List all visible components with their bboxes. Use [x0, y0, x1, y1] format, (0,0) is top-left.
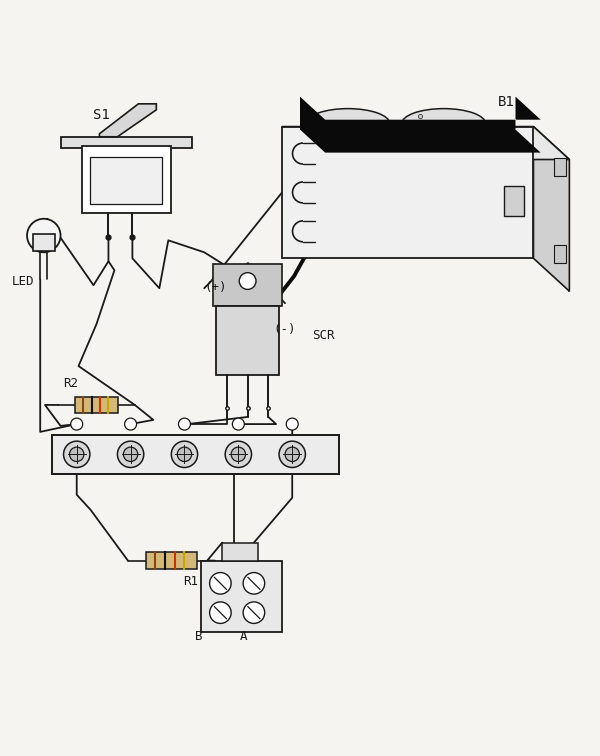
Bar — [146, 552, 197, 569]
Bar — [216, 306, 279, 375]
Circle shape — [279, 442, 305, 467]
Circle shape — [232, 418, 244, 430]
Ellipse shape — [402, 109, 485, 138]
Bar — [503, 187, 524, 216]
Circle shape — [118, 442, 144, 467]
Text: R2: R2 — [64, 377, 79, 390]
Circle shape — [171, 442, 197, 467]
Polygon shape — [300, 97, 541, 153]
Text: (+): (+) — [204, 281, 227, 294]
Circle shape — [177, 447, 191, 461]
Circle shape — [27, 218, 61, 253]
Circle shape — [286, 418, 298, 430]
Bar — [222, 543, 258, 561]
Ellipse shape — [306, 109, 390, 138]
Bar — [554, 158, 566, 176]
Bar — [52, 435, 339, 474]
Text: B1: B1 — [497, 94, 514, 109]
Circle shape — [239, 273, 256, 290]
Circle shape — [225, 442, 251, 467]
Text: (-): (-) — [273, 323, 296, 336]
Circle shape — [243, 602, 265, 624]
Bar — [91, 156, 163, 204]
Circle shape — [285, 447, 299, 461]
Bar — [554, 245, 566, 263]
Circle shape — [209, 572, 231, 594]
Polygon shape — [100, 104, 157, 137]
Circle shape — [209, 602, 231, 624]
Bar — [75, 397, 118, 413]
Circle shape — [64, 442, 90, 467]
Circle shape — [178, 418, 190, 430]
Text: R1: R1 — [183, 575, 198, 587]
Polygon shape — [533, 126, 569, 291]
Text: S1: S1 — [94, 108, 110, 122]
Polygon shape — [282, 126, 569, 160]
Circle shape — [124, 447, 138, 461]
Text: SCR: SCR — [312, 329, 334, 342]
Text: LED: LED — [11, 275, 34, 288]
Bar — [282, 126, 533, 259]
Bar — [33, 234, 55, 251]
Text: A: A — [240, 631, 248, 643]
Circle shape — [243, 572, 265, 594]
Circle shape — [125, 418, 137, 430]
Circle shape — [71, 418, 83, 430]
Bar — [61, 137, 192, 147]
Bar — [201, 561, 282, 633]
Circle shape — [70, 447, 84, 461]
Circle shape — [231, 447, 245, 461]
Bar — [82, 147, 171, 213]
Bar — [213, 265, 282, 306]
Text: B: B — [195, 631, 203, 643]
